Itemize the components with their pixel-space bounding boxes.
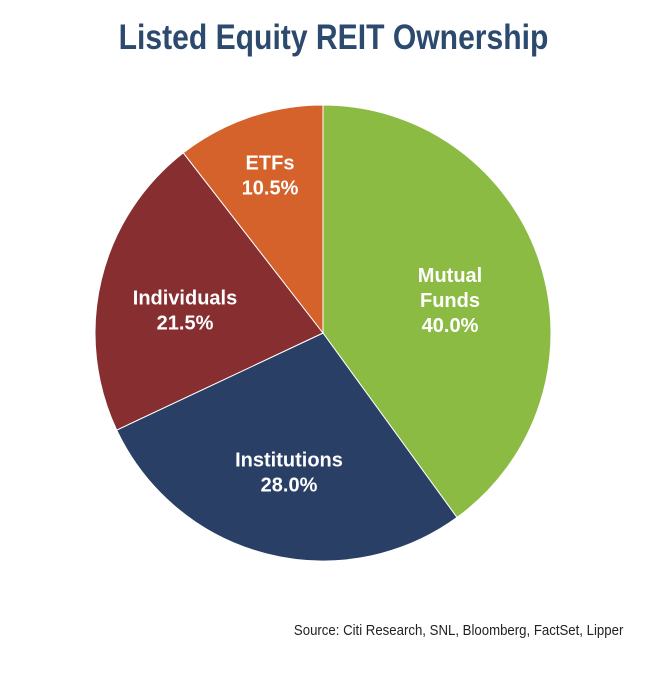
slice-name-label: ETFs — [246, 153, 295, 175]
pie-slice-individuals — [94, 152, 324, 431]
pie-slices — [94, 104, 552, 562]
slice-label-mutual-funds: Mutual Funds 40.0% — [418, 265, 482, 337]
slice-value-label: 28.0% — [261, 475, 318, 497]
slice-name-label: Institutions — [235, 450, 343, 472]
slice-label-individuals: Individuals 21.5% — [133, 288, 237, 335]
slice-name-label: Funds — [420, 290, 480, 312]
chart-title: Listed Equity REIT Ownership — [118, 18, 549, 57]
slice-label-etfs: ETFs 10.5% — [242, 153, 299, 200]
slice-name-label: Individuals — [133, 288, 237, 310]
slice-value-label: 10.5% — [242, 178, 299, 200]
pie-labels: Mutual Funds 40.0% Institutions 28.0% Individ… — [133, 153, 482, 497]
pie-slice-mutual-funds — [322, 104, 552, 519]
pie-slice-etfs — [182, 104, 324, 335]
source-note: Source: Citi Research, SNL, Bloomberg, F… — [293, 622, 623, 639]
slice-value-label: 40.0% — [422, 315, 479, 337]
pie-slice-institutions — [116, 332, 458, 562]
slice-value-label: 21.5% — [157, 313, 214, 335]
slice-label-institutions: Institutions 28.0% — [235, 450, 343, 497]
slice-name-label: Mutual — [418, 265, 482, 287]
